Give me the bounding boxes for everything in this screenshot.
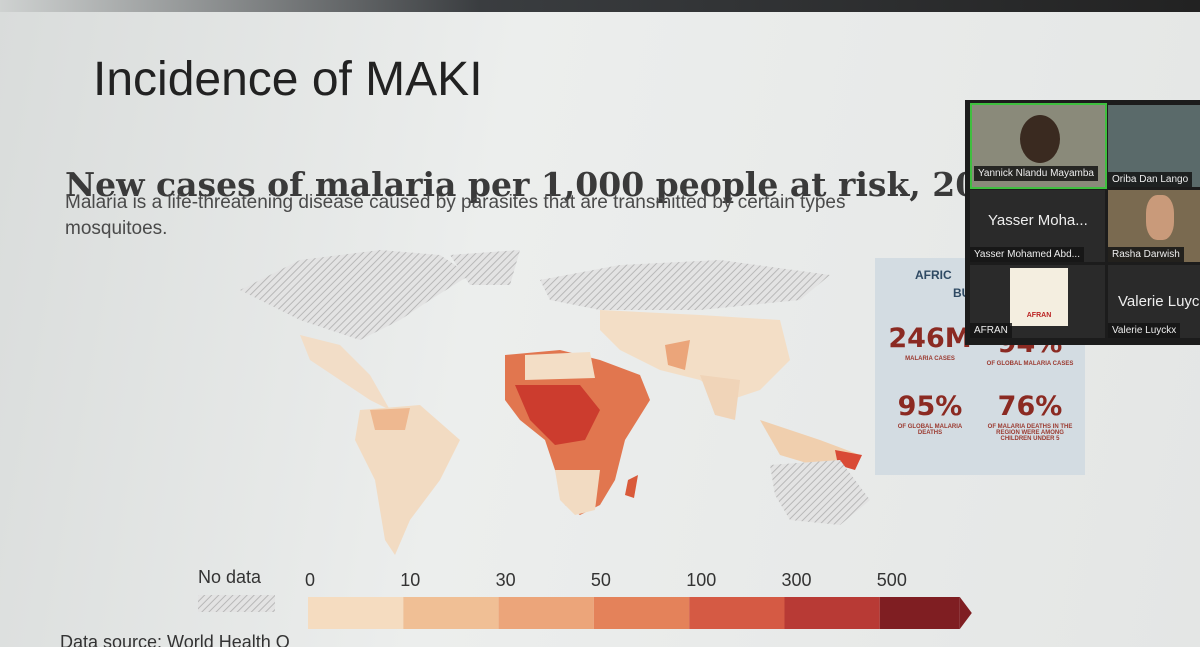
- participant-tile[interactable]: Rasha Darwish: [1108, 190, 1200, 262]
- stat: 95% OF GLOBAL MALARIA DEATHS: [880, 391, 980, 436]
- participant-name: Rasha Darwish: [1108, 247, 1184, 262]
- participant-name: Valerie Luyckx: [1108, 323, 1181, 338]
- europe-russia-nodata: [540, 260, 830, 310]
- stat: 246M MALARIA CASES: [880, 323, 980, 362]
- africa-high: [515, 385, 600, 445]
- southern-africa: [555, 470, 600, 515]
- legend-swatch: [689, 597, 785, 629]
- chart-title: New cases of malaria per 1,000 people at…: [65, 165, 1025, 204]
- subtitle: mosquitoes.: [65, 218, 168, 239]
- north-africa: [525, 352, 595, 380]
- legend-label: 300: [781, 570, 812, 590]
- south-america: [355, 405, 460, 555]
- india: [700, 375, 740, 420]
- venezuela: [370, 408, 410, 430]
- north-america-nodata: [240, 250, 470, 340]
- participant-tile[interactable]: Yannick Nlandu Mayamba: [970, 103, 1107, 189]
- legend-label: 30: [495, 570, 516, 590]
- legend-label: 100: [686, 570, 717, 590]
- participant-display: Valerie Luyc: [1118, 293, 1200, 310]
- participant-name: Yasser Mohamed Abd...: [970, 247, 1084, 262]
- subtitle: Malaria is a life-threatening disease ca…: [65, 192, 846, 213]
- legend-swatch: [593, 597, 690, 629]
- legend-bar: [308, 597, 972, 629]
- participant-name: Oriba Dan Lango: [1108, 172, 1193, 187]
- stat-caption: MALARIA CASES: [905, 356, 955, 362]
- logo: AFRAN: [1010, 268, 1068, 326]
- participants-panel: Yannick Nlandu Mayamba Oriba Dan Lango Y…: [965, 100, 1200, 345]
- stat-value: 95%: [897, 391, 963, 422]
- avatar: [1146, 195, 1174, 240]
- stat-caption: OF GLOBAL MALARIA CASES: [986, 361, 1074, 367]
- participant-name: AFRAN: [970, 323, 1012, 338]
- greenland: [450, 250, 520, 285]
- legend-no-data: No data: [198, 567, 262, 587]
- participant-tile[interactable]: Valerie Luyc Valerie Luyckx: [1108, 265, 1200, 338]
- stat: 76% OF MALARIA DEATHS IN THE REGION WERE …: [980, 391, 1080, 442]
- legend-swatch: [879, 597, 960, 629]
- legend-arrow: [959, 597, 972, 629]
- legend-swatch: [784, 597, 880, 629]
- afghanistan-pakistan: [665, 340, 690, 370]
- participant-tile[interactable]: AFRAN AFRAN: [970, 265, 1105, 338]
- info-heading: AFRIC: [915, 268, 952, 282]
- legend-swatch: [308, 597, 404, 629]
- participant-display: Yasser Moha...: [988, 212, 1088, 229]
- source: Data source: World Health O: [60, 632, 290, 647]
- legend-label: 0: [305, 570, 316, 590]
- legend-label: 50: [590, 570, 611, 590]
- legend-swatch: [403, 597, 499, 629]
- participant-tile[interactable]: Yasser Moha... Yasser Mohamed Abd...: [970, 190, 1105, 262]
- madagascar: [625, 475, 638, 498]
- legend-swatch: [498, 597, 594, 629]
- no-data-swatch: [198, 595, 275, 612]
- legend-label: 500: [876, 570, 907, 590]
- participant-name: Yannick Nlandu Mayamba: [974, 166, 1098, 181]
- legend-label: 10: [400, 570, 421, 590]
- avatar: [1020, 115, 1060, 163]
- australia: [770, 460, 870, 525]
- slide-title: Incidence of MAKI: [93, 53, 483, 106]
- indonesia: [760, 420, 860, 470]
- central-america: [300, 335, 390, 410]
- participant-tile[interactable]: Oriba Dan Lango: [1108, 105, 1200, 187]
- top-bar: [0, 0, 1200, 12]
- stat-value: 76%: [997, 391, 1063, 422]
- stat-caption: OF MALARIA DEATHS IN THE REGION WERE AMO…: [987, 424, 1073, 442]
- stat-value: 246M: [888, 323, 972, 354]
- stat-caption: OF GLOBAL MALARIA DEATHS: [897, 424, 963, 436]
- asia: [600, 310, 790, 400]
